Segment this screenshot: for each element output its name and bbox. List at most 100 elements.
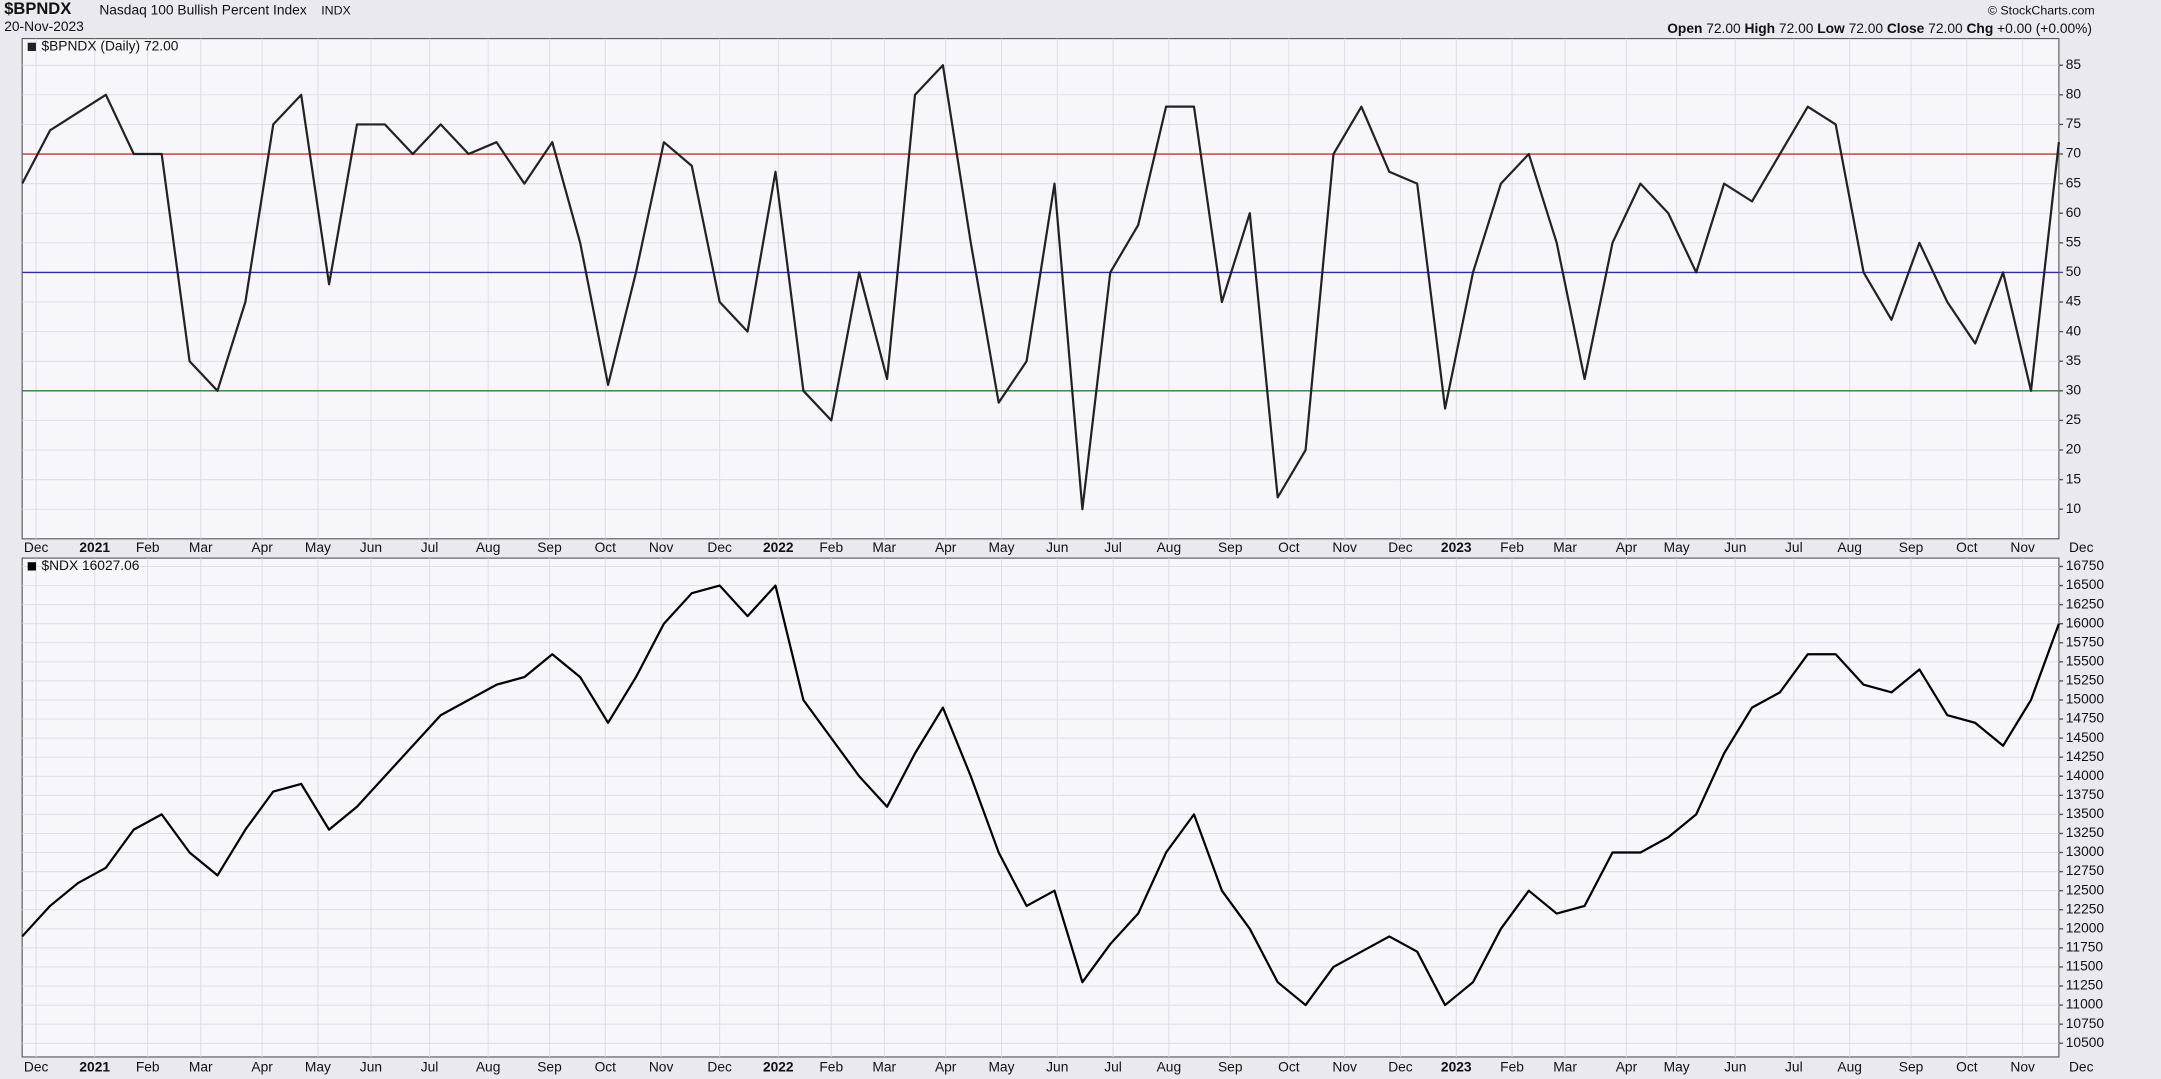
x-tick-label: Apr xyxy=(1616,1060,1638,1075)
y-tick-label: 14250 xyxy=(2066,749,2105,764)
index-name: Nasdaq 100 Bullish Percent Index xyxy=(99,3,306,18)
line xyxy=(21,584,2060,1007)
x-tick-label: Aug xyxy=(1157,540,1182,555)
plot-area xyxy=(21,557,2060,1058)
x-tick-label: Jul xyxy=(421,1060,439,1075)
x-tick-label: Dec xyxy=(24,540,49,555)
x-tick-label: Mar xyxy=(189,1060,213,1075)
x-tick-label: Jun xyxy=(1724,540,1746,555)
y-tick-label: 12250 xyxy=(2066,901,2105,916)
y-tick-label: 15750 xyxy=(2066,634,2105,649)
x-tick-label: Dec xyxy=(2069,1060,2094,1075)
y-tick-label: 14500 xyxy=(2066,730,2105,745)
exchange: INDX xyxy=(321,3,351,17)
x-tick-label: Mar xyxy=(189,540,213,555)
x-tick-label: May xyxy=(305,540,331,555)
x-tick-label: Feb xyxy=(1500,1060,1524,1075)
y-tick-label: 40 xyxy=(2066,323,2082,338)
y-tick-label: 16500 xyxy=(2066,577,2105,592)
x-tick-label: Jun xyxy=(1046,540,1068,555)
x-tick-label: Feb xyxy=(136,1060,160,1075)
x-tick-label: 2023 xyxy=(1441,540,1472,555)
x-tick-label: Nov xyxy=(1332,540,1357,555)
line xyxy=(21,64,2060,511)
x-tick-label: 2023 xyxy=(1441,1060,1472,1075)
credit: © StockCharts.com xyxy=(1988,3,2095,17)
x-tick-label: Jul xyxy=(421,540,439,555)
y-tick-label: 12750 xyxy=(2066,863,2105,878)
quote-label: Open xyxy=(1667,21,1702,36)
x-tick-label: Oct xyxy=(595,1060,617,1075)
quote-value: 72.00 xyxy=(1779,21,1814,36)
x-tick-label: Jun xyxy=(360,1060,382,1075)
x-tick-label: Aug xyxy=(1837,1060,1862,1075)
x-tick-label: Aug xyxy=(476,1060,501,1075)
x-tick-label: Jul xyxy=(1785,540,1803,555)
x-tick-label: Jun xyxy=(360,540,382,555)
y-tick-label: 80 xyxy=(2066,86,2082,101)
quote-value: 72.00 xyxy=(1928,21,1963,36)
quote-value: +0.00 (+0.00%) xyxy=(1997,21,2092,36)
y-tick-label: 12500 xyxy=(2066,882,2105,897)
x-tick-label: Oct xyxy=(1278,1060,1300,1075)
y-tick-label: 25 xyxy=(2066,412,2082,427)
y-tick-label: 16000 xyxy=(2066,615,2105,630)
x-tick-label: Sep xyxy=(537,1060,562,1075)
y-tick-label: 45 xyxy=(2066,294,2082,309)
y-tick-label: 70 xyxy=(2066,146,2082,161)
x-tick-label: Feb xyxy=(819,540,843,555)
y-tick-label: 13500 xyxy=(2066,806,2105,821)
y-tick-label: 30 xyxy=(2066,382,2082,397)
x-tick-label: Nov xyxy=(1332,1060,1357,1075)
quote-value: 72.00 xyxy=(1849,21,1884,36)
x-tick-label: 2022 xyxy=(763,540,794,555)
x-tick-label: Nov xyxy=(2010,1060,2035,1075)
symbol: $BPNDX xyxy=(4,0,71,18)
y-tick-label: 50 xyxy=(2066,264,2082,279)
y-tick-label: 85 xyxy=(2066,57,2082,72)
x-tick-label: Dec xyxy=(1388,540,1413,555)
x-tick-label: Oct xyxy=(1956,1060,1978,1075)
y-tick-label: 16750 xyxy=(2066,558,2105,573)
x-tick-label: Jul xyxy=(1785,1060,1803,1075)
y-tick-label: 11000 xyxy=(2066,997,2104,1012)
x-tick-label: May xyxy=(1664,540,1690,555)
x-tick-label: 2021 xyxy=(79,540,110,555)
y-tick-label: 11250 xyxy=(2066,978,2104,993)
x-tick-label: May xyxy=(988,540,1014,555)
x-tick-label: Aug xyxy=(1157,1060,1182,1075)
y-tick-label: 10750 xyxy=(2066,1016,2105,1031)
x-tick-label: Oct xyxy=(1278,540,1300,555)
x-tick-label: Apr xyxy=(935,1060,957,1075)
x-tick-label: Oct xyxy=(595,540,617,555)
x-tick-label: Jul xyxy=(1104,540,1122,555)
y-tick-label: 11750 xyxy=(2066,940,2104,955)
x-tick-label: Aug xyxy=(1837,540,1862,555)
y-tick-label: 15000 xyxy=(2066,692,2105,707)
x-tick-label: Feb xyxy=(136,540,160,555)
x-tick-label: Sep xyxy=(1218,1060,1243,1075)
y-tick-label: 55 xyxy=(2066,234,2082,249)
y-tick-label: 12000 xyxy=(2066,920,2105,935)
x-tick-label: Apr xyxy=(251,1060,273,1075)
y-tick-label: 60 xyxy=(2066,205,2082,220)
y-tick-label: 13250 xyxy=(2066,825,2105,840)
quote: Open 72.00 High 72.00 Low 72.00 Close 72… xyxy=(1667,21,2092,36)
x-tick-label: Oct xyxy=(1956,540,1978,555)
x-tick-label: Aug xyxy=(476,540,501,555)
y-tick-label: 13000 xyxy=(2066,844,2105,859)
y-tick-label: 10 xyxy=(2066,501,2082,516)
x-tick-label: May xyxy=(305,1060,331,1075)
date: 20-Nov-2023 xyxy=(4,19,84,34)
x-tick-label: Nov xyxy=(649,1060,674,1075)
x-tick-label: Dec xyxy=(24,1060,49,1075)
quote-label: Chg xyxy=(1966,21,1993,36)
x-tick-label: Nov xyxy=(2010,540,2035,555)
quote-label: High xyxy=(1745,21,1776,36)
x-tick-label: Feb xyxy=(819,1060,843,1075)
x-tick-label: Nov xyxy=(649,540,674,555)
x-tick-label: Mar xyxy=(1553,540,1577,555)
legend-label: $NDX 16027.06 xyxy=(41,558,139,573)
y-tick-label: 35 xyxy=(2066,353,2082,368)
